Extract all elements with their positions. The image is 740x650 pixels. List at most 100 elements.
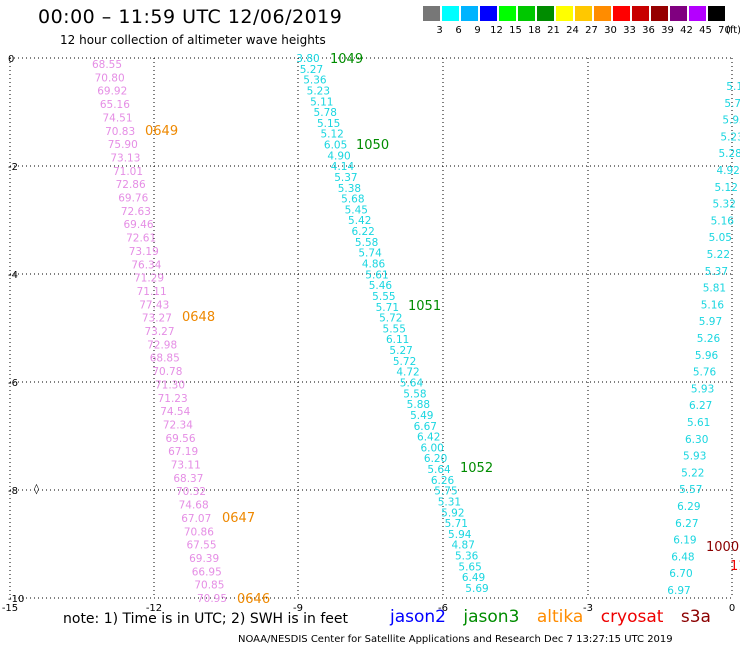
swh-value: 69.46 <box>123 219 153 231</box>
swh-value: 5.26 <box>697 333 721 345</box>
swh-value: 5.28 <box>718 148 740 160</box>
scale-swatch <box>594 6 611 21</box>
x-tick-label: -6 <box>438 603 448 614</box>
small-marker: ◊ <box>34 483 39 495</box>
time-label: 1052 <box>460 461 493 476</box>
swh-value: 4.86 <box>362 259 386 271</box>
scale-swatch <box>518 6 535 21</box>
swh-value: 70.86 <box>184 526 214 538</box>
scale-label: 30 <box>604 25 617 36</box>
scale-label: 9 <box>474 25 481 36</box>
swh-value: 5.55 <box>383 323 406 335</box>
swh-value: 5.71 <box>445 518 468 530</box>
scale-swatch <box>442 6 459 21</box>
swh-value: 5.12 <box>715 182 738 194</box>
swh-value: 5.74 <box>358 248 382 260</box>
swh-value: 5.97 <box>699 316 722 328</box>
swh-value: 68.85 <box>150 353 180 365</box>
swh-value: 69.76 <box>118 193 148 205</box>
swh-value: 6.26 <box>431 475 455 487</box>
swh-value: 5.27 <box>389 345 412 357</box>
swh-value: 5.05 <box>709 232 732 244</box>
swh-value: 5.75 <box>434 486 457 498</box>
swh-value: 5.57 <box>679 484 702 496</box>
swh-value: 6.11 <box>386 334 409 346</box>
swh-value: 74.51 <box>102 112 132 124</box>
swh-value: 71.11 <box>137 286 167 298</box>
track-cyan_right: 6.97 6.70 6.48 6.19 6.27 6.29 5.57 5.22 5.93 6.30… <box>667 81 740 597</box>
scale-swatch <box>632 6 649 21</box>
swh-value: 74.68 <box>179 500 209 512</box>
track-cyan_left: 3.805.275.365.235.115.785.155.126.054.90… <box>296 53 488 595</box>
swh-value: 65.16 <box>100 99 130 111</box>
y-tick-label: -6 <box>8 378 18 389</box>
swh-value: 6.00 <box>420 442 443 454</box>
x-tick-label: -9 <box>293 603 303 614</box>
legend-jason2: jason2 <box>390 607 446 627</box>
swh-value: 70.83 <box>105 126 135 138</box>
scale-label: 18 <box>528 25 541 36</box>
swh-value: 6.30 <box>685 434 708 446</box>
time-label: 0646 <box>237 592 270 607</box>
swh-value: 71.30 <box>155 379 185 391</box>
swh-value: 5.92 <box>441 507 464 519</box>
swh-value: 70.80 <box>95 72 125 84</box>
y-tick-label: -4 <box>8 270 18 281</box>
scale-label: 70 <box>718 25 731 36</box>
swh-value: 5.22 <box>681 467 704 479</box>
swh-value: 70.85 <box>194 580 224 592</box>
swh-value: 70.78 <box>152 366 182 378</box>
y-tick-label: 0 <box>8 54 14 65</box>
time-label: 1049 <box>330 52 363 67</box>
swh-value: 6.97 <box>667 585 690 597</box>
swh-value: 67.07 <box>181 513 211 525</box>
scale-label: 15 <box>509 25 522 36</box>
scale-label: 42 <box>680 25 693 36</box>
swh-value: 73.27 <box>144 326 174 338</box>
swh-value: 69.39 <box>189 553 219 565</box>
swh-value: 4.87 <box>452 540 475 552</box>
swh-value: 71.23 <box>158 393 188 405</box>
swh-value: 5.37 <box>334 172 357 184</box>
swh-value: 6.05 <box>324 140 347 152</box>
time-label: 11 <box>730 559 740 574</box>
footnote: note: 1) Time is in UTC; 2) SWH is in fe… <box>63 611 349 627</box>
scale-label: 6 <box>455 25 462 36</box>
swh-value: 5.58 <box>403 388 426 400</box>
scale-swatch <box>613 6 630 21</box>
swh-value: 5.72 <box>393 356 416 368</box>
swh-value: 5.81 <box>703 283 726 295</box>
swh-value: 6.70 <box>669 568 692 580</box>
x-axis-ticks: -15 -12 -9 -6 -3 0 <box>2 603 735 614</box>
legend-s3a: s3a <box>680 607 711 627</box>
swh-value: 67.55 <box>186 540 216 552</box>
swh-value: 68.37 <box>173 473 203 485</box>
legend-cryosat: cryosat <box>600 607 664 627</box>
swh-value: 4.14 <box>331 161 355 173</box>
swh-value: 5.16 <box>711 215 735 227</box>
swh-value: 5.15 <box>317 118 340 130</box>
grid-lines <box>9 57 733 599</box>
time-labels: 1049 1050 1051 1052 0649 0648 0647 0646 1000 11 <box>145 52 740 607</box>
swh-value: 5.65 <box>458 561 481 573</box>
time-label: 0647 <box>222 511 255 526</box>
swh-value: 3.80 <box>296 53 319 65</box>
scale-label: 24 <box>566 25 579 36</box>
swh-value: 5.76 <box>693 367 717 379</box>
x-tick-label: -15 <box>2 603 18 614</box>
scale-swatch <box>480 6 497 21</box>
x-tick-label: -3 <box>583 603 593 614</box>
swh-value: 5.16 <box>701 299 725 311</box>
swh-value: 69.56 <box>165 433 195 445</box>
legend-altika: altika <box>536 607 584 627</box>
swh-value: 72.86 <box>116 179 146 191</box>
swh-value: 74.54 <box>160 406 190 418</box>
swh-value: 72.63 <box>121 206 151 218</box>
y-tick-label: -10 <box>8 594 24 605</box>
swh-value: 5.22 <box>707 249 730 261</box>
map-subtitle: 12 hour collection of altimeter wave hei… <box>60 33 326 47</box>
swh-value: 6.29 <box>677 501 700 513</box>
swh-value: 5.68 <box>341 194 364 206</box>
y-axis-ticks: 0 -2 -4 -6 -8 -10 <box>8 54 24 605</box>
